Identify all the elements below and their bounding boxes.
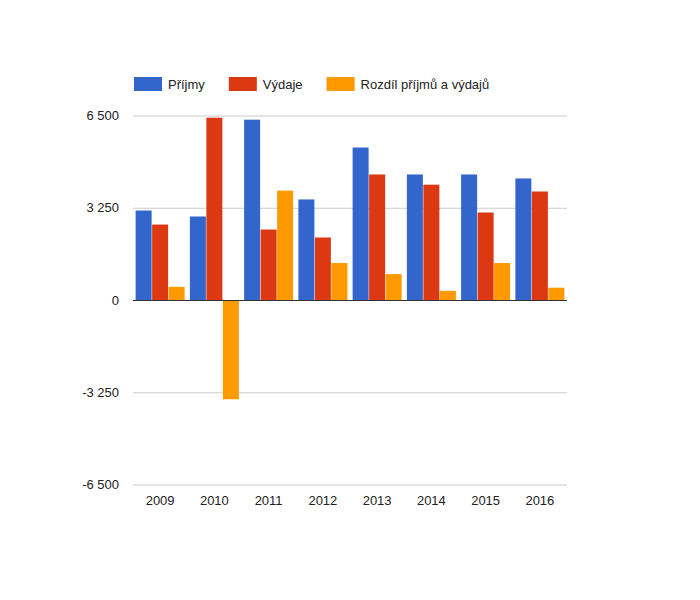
y-tick-label: 6 500 xyxy=(86,108,119,123)
x-tick-label: 2013 xyxy=(363,493,392,508)
x-tick-label: 2012 xyxy=(308,493,337,508)
bar xyxy=(440,291,456,301)
x-tick-label: 2014 xyxy=(417,493,446,508)
baseline xyxy=(133,300,567,301)
y-tick-label: -6 500 xyxy=(82,477,119,492)
grid xyxy=(133,116,567,485)
bar xyxy=(223,301,239,400)
bar xyxy=(261,230,277,301)
bar xyxy=(206,118,222,301)
chart: -6 500 -3 250 0 3 250 6 500 2009 2010 2011 2012 2… xyxy=(0,0,700,600)
grid-line xyxy=(133,485,567,486)
background xyxy=(0,0,700,600)
x-tick-label: 2010 xyxy=(200,493,229,508)
bars xyxy=(136,118,565,400)
bar xyxy=(461,174,477,300)
bar xyxy=(169,287,185,301)
bar xyxy=(315,237,331,300)
x-tick-label: 2011 xyxy=(255,493,283,508)
y-tick-label: -3 250 xyxy=(82,385,119,400)
y-tick-label: 0 xyxy=(112,293,119,308)
legend-swatch xyxy=(229,77,257,91)
bar xyxy=(277,191,293,301)
legend: Příjmy Výdaje Rozdíl příjmů a výdajů xyxy=(134,77,489,92)
bar xyxy=(548,288,564,301)
grid-line xyxy=(133,116,567,117)
bar xyxy=(298,199,314,300)
legend-label: Výdaje xyxy=(263,77,303,92)
bar xyxy=(386,274,402,300)
bar xyxy=(190,216,206,300)
bar xyxy=(244,120,260,301)
x-tick-label: 2009 xyxy=(146,493,175,508)
bar xyxy=(331,263,347,300)
bar xyxy=(532,192,548,301)
legend-label: Příjmy xyxy=(168,77,205,92)
grid-line xyxy=(133,300,567,301)
grid-line xyxy=(133,392,567,393)
legend-label: Rozdíl příjmů a výdajů xyxy=(361,77,490,92)
grid-line xyxy=(133,208,567,209)
bar xyxy=(494,263,510,300)
bar xyxy=(152,225,168,301)
bar xyxy=(423,185,439,301)
legend-swatch xyxy=(327,77,355,91)
bar xyxy=(353,148,369,301)
bar xyxy=(369,174,385,300)
bar xyxy=(407,174,423,300)
y-tick-label: 3 250 xyxy=(86,200,119,215)
bar xyxy=(478,213,494,301)
x-tick-label: 2016 xyxy=(525,493,554,508)
bar xyxy=(515,178,531,300)
bar xyxy=(136,211,152,301)
legend-swatch xyxy=(134,77,162,91)
x-tick-label: 2015 xyxy=(471,493,500,508)
